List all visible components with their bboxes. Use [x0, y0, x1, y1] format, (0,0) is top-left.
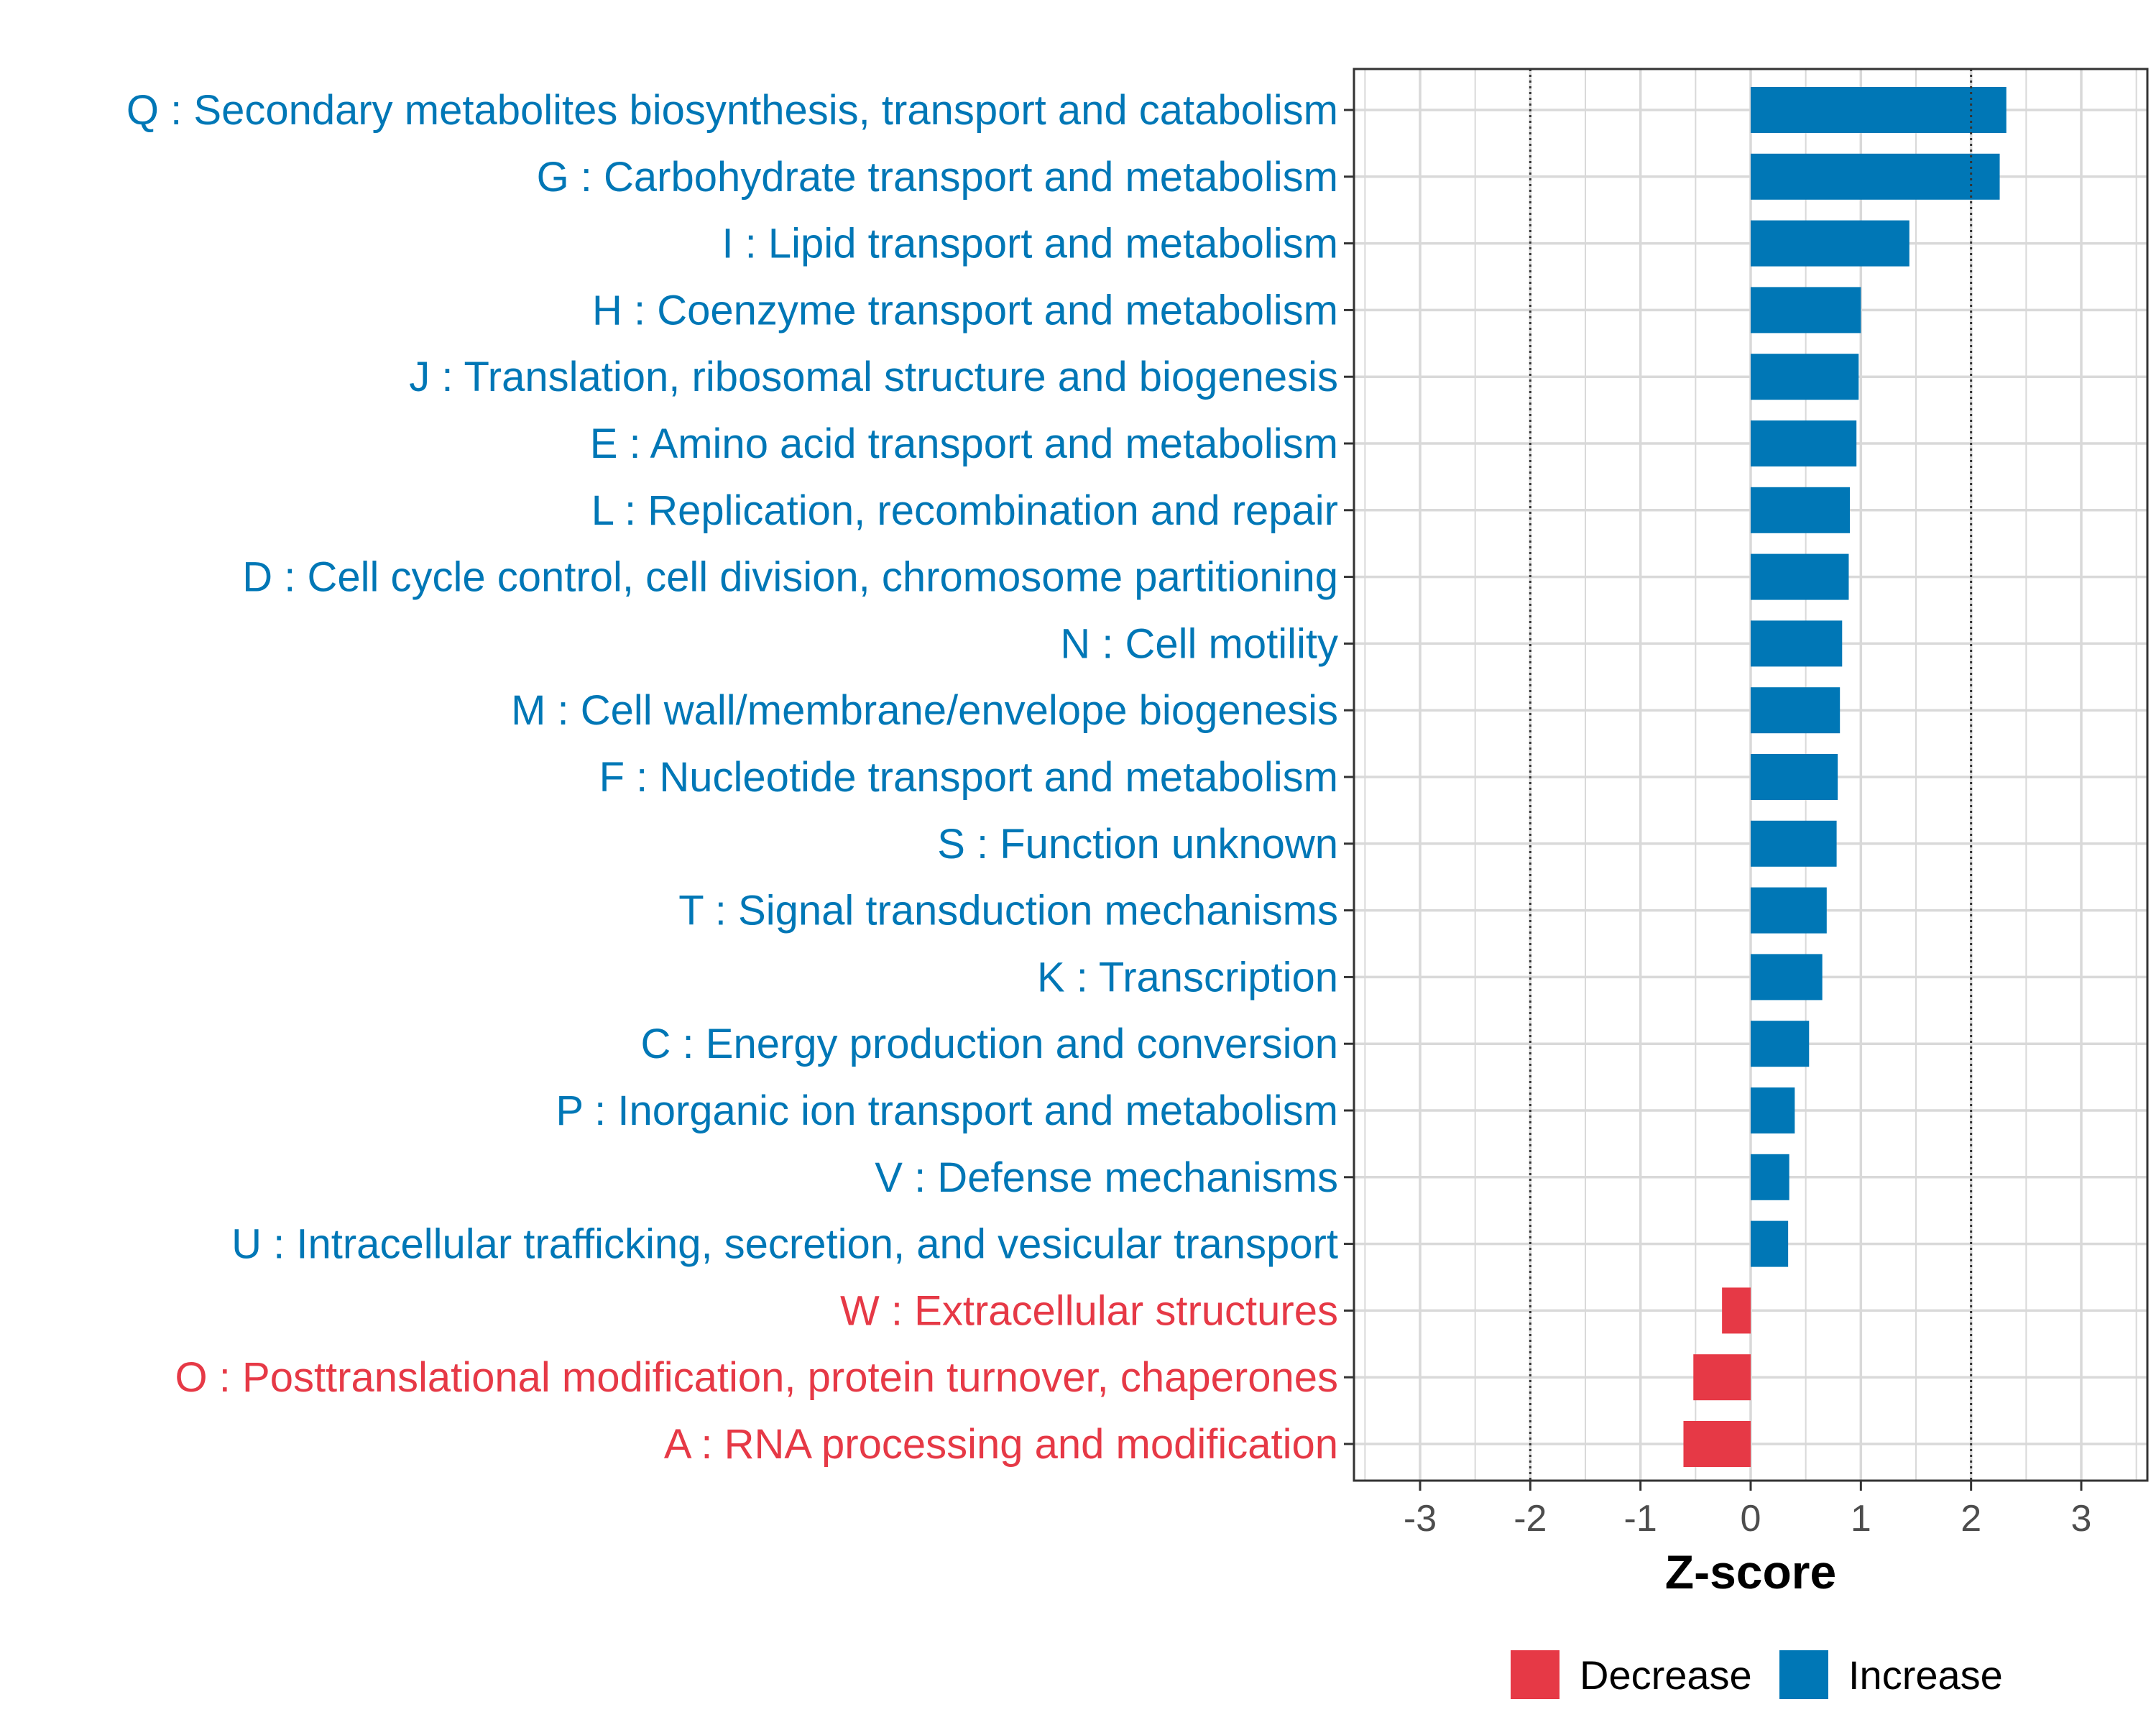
bar-increase	[1751, 954, 1823, 1000]
category-label: U : Intracellular trafficking, secretion…	[231, 1221, 1338, 1268]
bar-decrease	[1722, 1287, 1751, 1334]
x-tick-label: 3	[2071, 1498, 2092, 1540]
x-tick-label: -1	[1624, 1498, 1657, 1540]
bar-increase	[1751, 1220, 1789, 1267]
bar-increase	[1751, 487, 1850, 533]
bar-layer	[1683, 87, 2007, 1467]
x-tick-label: 1	[1851, 1498, 1871, 1540]
category-label: J : Translation, ribosomal structure and…	[409, 354, 1338, 400]
bar-increase	[1751, 754, 1838, 800]
bar-increase	[1751, 287, 1861, 334]
legend-key-decrease	[1511, 1650, 1560, 1699]
category-label: V : Defense mechanisms	[875, 1154, 1338, 1201]
bar-increase	[1751, 153, 2000, 200]
bar-increase	[1751, 354, 1859, 400]
x-tick-label: 2	[1961, 1498, 1981, 1540]
bar-increase	[1751, 553, 1849, 600]
category-label: P : Inorganic ion transport and metaboli…	[556, 1087, 1338, 1134]
category-label: T : Signal transduction mechanisms	[678, 888, 1338, 934]
category-label: S : Function unknown	[937, 821, 1338, 868]
bar-increase	[1751, 87, 2007, 133]
category-label: E : Amino acid transport and metabolism	[590, 420, 1338, 467]
bar-increase	[1751, 620, 1843, 667]
legend: Decrease Increase	[1511, 1650, 2003, 1699]
category-label: Q : Secondary metabolites biosynthesis, …	[126, 87, 1338, 134]
category-label: K : Transcription	[1037, 954, 1338, 1000]
category-label: M : Cell wall/membrane/envelope biogenes…	[511, 687, 1338, 734]
category-label: G : Carbohydrate transport and metabolis…	[537, 154, 1338, 201]
x-tick-label: 0	[1741, 1498, 1761, 1540]
category-label: L : Replication, recombination and repai…	[591, 487, 1338, 534]
legend-key-increase	[1779, 1650, 1828, 1699]
bar-increase	[1751, 1087, 1795, 1133]
legend-label-decrease: Decrease	[1580, 1652, 1752, 1698]
category-label: A : RNA processing and modification	[664, 1421, 1338, 1468]
bar-decrease	[1693, 1354, 1751, 1401]
category-label: W : Extracellular structures	[840, 1287, 1338, 1334]
bar-increase	[1751, 420, 1857, 466]
category-label: C : Energy production and conversion	[641, 1021, 1338, 1067]
bar-increase	[1751, 820, 1837, 867]
legend-label-increase: Increase	[1848, 1652, 2003, 1698]
category-labels: Q : Secondary metabolites biosynthesis, …	[126, 87, 1338, 1468]
bar-decrease	[1683, 1421, 1751, 1467]
category-label: I : Lipid transport and metabolism	[722, 221, 1338, 267]
bar-increase	[1751, 1154, 1789, 1200]
category-label: H : Coenzyme transport and metabolism	[592, 287, 1338, 334]
bar-increase	[1751, 887, 1827, 934]
category-label: O : Posttranslational modification, prot…	[175, 1354, 1338, 1401]
category-label: N : Cell motility	[1060, 620, 1338, 667]
x-axis-ticks: -3 -2 -1 0 1 2 3	[1404, 1481, 2092, 1540]
x-tick-label: -2	[1514, 1498, 1547, 1540]
bar-increase	[1751, 1021, 1810, 1067]
bar-increase	[1751, 220, 1909, 267]
bar-increase	[1751, 687, 1841, 734]
x-tick-label: -3	[1404, 1498, 1437, 1540]
category-label: F : Nucleotide transport and metabolism	[599, 754, 1338, 801]
category-label: D : Cell cycle control, cell division, c…	[242, 554, 1338, 601]
y-axis-ticks	[1344, 109, 1354, 1445]
x-axis-title: Z-score	[1665, 1545, 1836, 1598]
